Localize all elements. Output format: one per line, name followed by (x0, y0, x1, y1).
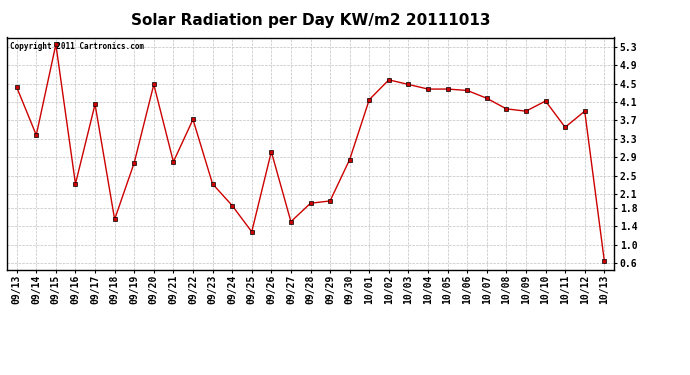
Text: Copyright 2011 Cartronics.com: Copyright 2011 Cartronics.com (10, 42, 144, 51)
Text: Solar Radiation per Day KW/m2 20111013: Solar Radiation per Day KW/m2 20111013 (130, 13, 491, 28)
